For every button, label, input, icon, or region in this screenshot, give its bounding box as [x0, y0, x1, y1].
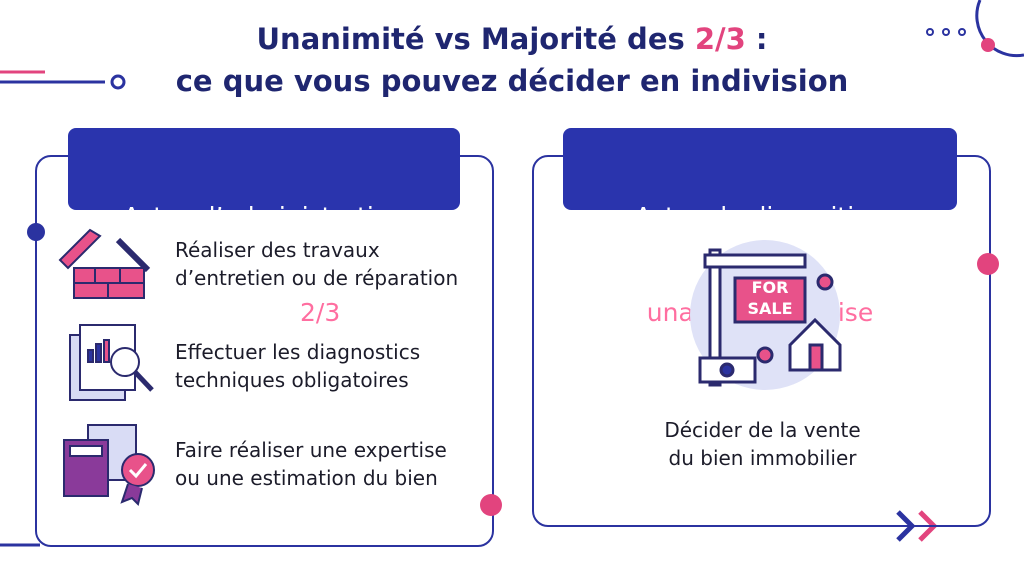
title-line-1: Unanimité vs Majorité des 2/3 : — [0, 22, 1024, 56]
item-text: Réaliser des travaux — [175, 238, 380, 262]
item: Effectuer les diagnostics techniques obli… — [175, 338, 420, 394]
heading-text: Actes d’administration — [123, 202, 405, 231]
title-highlight: 2/3 — [694, 22, 746, 56]
heading-text: (majorité — [177, 298, 301, 327]
item: Réaliser des travaux d’entretien ou de ré… — [175, 236, 458, 292]
item-text: Faire réaliser une expertise — [175, 438, 447, 462]
left-heading: Actes d’administration (majorité 2/3) — [68, 128, 460, 327]
item: Faire réaliser une expertise ou une estim… — [175, 436, 447, 492]
heading-text: ) — [340, 298, 351, 327]
heading-text: ( — [637, 298, 647, 327]
heading-text: Actes de disposition — [634, 202, 886, 231]
title-text: Unanimité vs Majorité des — [256, 22, 695, 56]
item-text: techniques obligatoires — [175, 368, 409, 392]
title-line-2: ce que vous pouvez décider en indivision — [175, 64, 849, 98]
right-text: Décider de la vente du bien immobilier — [600, 416, 925, 472]
item-text: d’entretien ou de réparation — [175, 266, 459, 290]
heading-text: ) — [873, 298, 883, 327]
heading-line: (majorité 2/3) — [68, 297, 460, 329]
title-text: : — [745, 22, 768, 56]
heading-highlight: 2/3 — [300, 298, 341, 327]
item-text: ou une estimation du bien — [175, 466, 438, 490]
item-text: du bien immobilier — [668, 446, 857, 470]
sign-text: SALE — [747, 299, 792, 318]
item-text: Décider de la vente — [664, 418, 861, 442]
item-text: Effectuer les diagnostics — [175, 340, 421, 364]
sign-text: FOR — [752, 278, 789, 297]
